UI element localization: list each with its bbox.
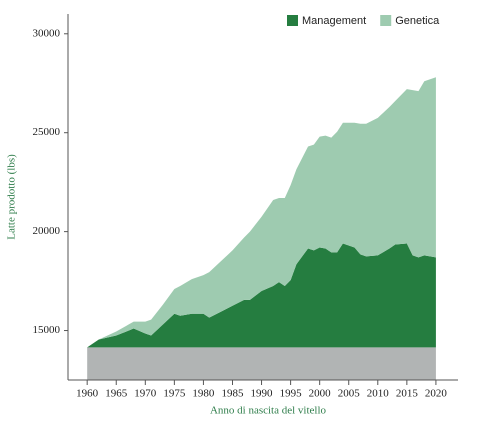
y-axis-title: Latte prodotto (lbs): [6, 154, 18, 240]
x-tick-label: 1970: [134, 388, 157, 400]
y-tick-label: 20000: [33, 225, 61, 237]
x-tick-label: 1985: [221, 388, 244, 400]
legend-swatch: [287, 15, 298, 26]
y-tick-label: 30000: [33, 27, 61, 39]
x-tick-label: 1965: [105, 388, 128, 400]
x-tick-label: 1975: [163, 388, 186, 400]
legend-label: Genetica: [395, 15, 440, 27]
x-tick-label: 1960: [76, 388, 99, 400]
x-tick-label: 2015: [396, 388, 419, 400]
x-tick-label: 2020: [425, 388, 448, 400]
x-tick-label: 1995: [280, 388, 303, 400]
x-tick-label: 2005: [338, 388, 361, 400]
x-tick-label: 2000: [309, 388, 332, 400]
x-tick-label: 2010: [367, 388, 390, 400]
legend-swatch: [380, 15, 392, 26]
x-tick-label: 1980: [192, 388, 215, 400]
y-tick-label: 15000: [33, 324, 61, 336]
area: [87, 77, 436, 348]
y-tick-label: 25000: [33, 126, 61, 138]
base-area: [87, 347, 436, 380]
x-axis-title: Anno di nascita del vitello: [210, 405, 327, 417]
x-tick-label: 1990: [251, 388, 274, 400]
legend-label: Management: [302, 15, 366, 27]
area: [87, 243, 436, 348]
